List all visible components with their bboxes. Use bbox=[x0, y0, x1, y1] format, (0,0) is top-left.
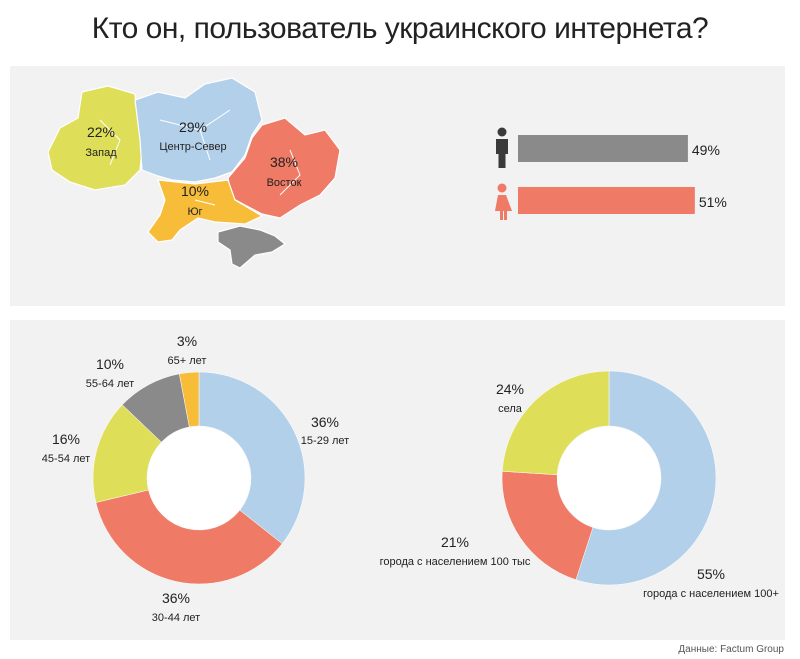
age-label-30-44-pct: 36% bbox=[162, 590, 190, 606]
settle-label-sela-name: села bbox=[498, 403, 523, 415]
age-label-55-64-name: 55-64 лет bbox=[86, 378, 134, 390]
region-yug-name: Юг bbox=[187, 206, 202, 218]
age-label-30-44-name: 30-44 лет bbox=[152, 612, 200, 624]
settlement-donut-slice-2 bbox=[501, 370, 610, 476]
settlement-donut-hole bbox=[557, 426, 661, 530]
region-yug bbox=[147, 179, 264, 243]
oblast-borders bbox=[99, 109, 301, 206]
region-centr-sever-name: Центр-Север bbox=[159, 141, 226, 153]
age-donut-slice-1 bbox=[95, 489, 283, 585]
region-vostok bbox=[227, 117, 341, 219]
settlement-donut-slice-0 bbox=[575, 370, 717, 586]
age-donut-chart bbox=[92, 371, 306, 585]
settle-label-sela-pct: 24% bbox=[496, 381, 524, 397]
settle-label-100tys-name: города с населением 100 тыс bbox=[380, 556, 531, 568]
region-vostok-pct: 38% bbox=[270, 154, 298, 170]
gender-chart: 49% 51% bbox=[495, 127, 727, 220]
ukraine-map bbox=[47, 77, 341, 269]
settlement-donut-chart bbox=[501, 370, 717, 586]
age-label-15-29-name: 15-29 лет bbox=[301, 435, 349, 447]
source-note: Данные: Factum Group bbox=[678, 644, 784, 655]
settlement-donut-slice-1 bbox=[501, 471, 594, 581]
female-bar bbox=[518, 187, 695, 214]
region-zapad bbox=[47, 85, 143, 191]
age-label-45-54-pct: 16% bbox=[52, 431, 80, 447]
region-yug-pct: 10% bbox=[181, 183, 209, 199]
page-title: Кто он, пользователь украинского интерне… bbox=[91, 12, 709, 45]
region-crimea bbox=[217, 225, 287, 269]
settlement-donut-labels: 55% города с населением 100+ 21% города … bbox=[380, 381, 779, 600]
region-vostok-name: Восток bbox=[267, 177, 302, 189]
age-donut-slice-0 bbox=[198, 371, 306, 545]
region-centr-sever-pct: 29% bbox=[179, 119, 207, 135]
settle-label-100plus-name: города с населением 100+ bbox=[643, 588, 779, 600]
age-label-55-64-pct: 10% bbox=[96, 356, 124, 372]
age-donut-slice-4 bbox=[179, 371, 200, 428]
region-labels: 22% Запад 29% Центр-Север 38% Восток 10%… bbox=[85, 119, 301, 218]
region-zapad-pct: 22% bbox=[87, 124, 115, 140]
age-label-15-29-pct: 36% bbox=[311, 414, 339, 430]
region-zapad-name: Запад bbox=[85, 147, 117, 159]
female-bar-label: 51% bbox=[699, 194, 727, 210]
female-icon bbox=[495, 183, 512, 220]
male-icon bbox=[496, 127, 508, 168]
age-donut-labels: 36% 15-29 лет 36% 30-44 лет 16% 45-54 ле… bbox=[42, 333, 349, 624]
male-bar-label: 49% bbox=[692, 142, 720, 158]
age-donut-hole bbox=[147, 426, 251, 530]
age-label-65-pct: 3% bbox=[177, 333, 197, 349]
male-bar bbox=[518, 135, 688, 162]
age-label-45-54-name: 45-54 лет bbox=[42, 453, 90, 465]
settle-label-100tys-pct: 21% bbox=[441, 534, 469, 550]
settle-label-100plus-pct: 55% bbox=[697, 566, 725, 582]
age-label-65-name: 65+ лет bbox=[168, 355, 207, 367]
